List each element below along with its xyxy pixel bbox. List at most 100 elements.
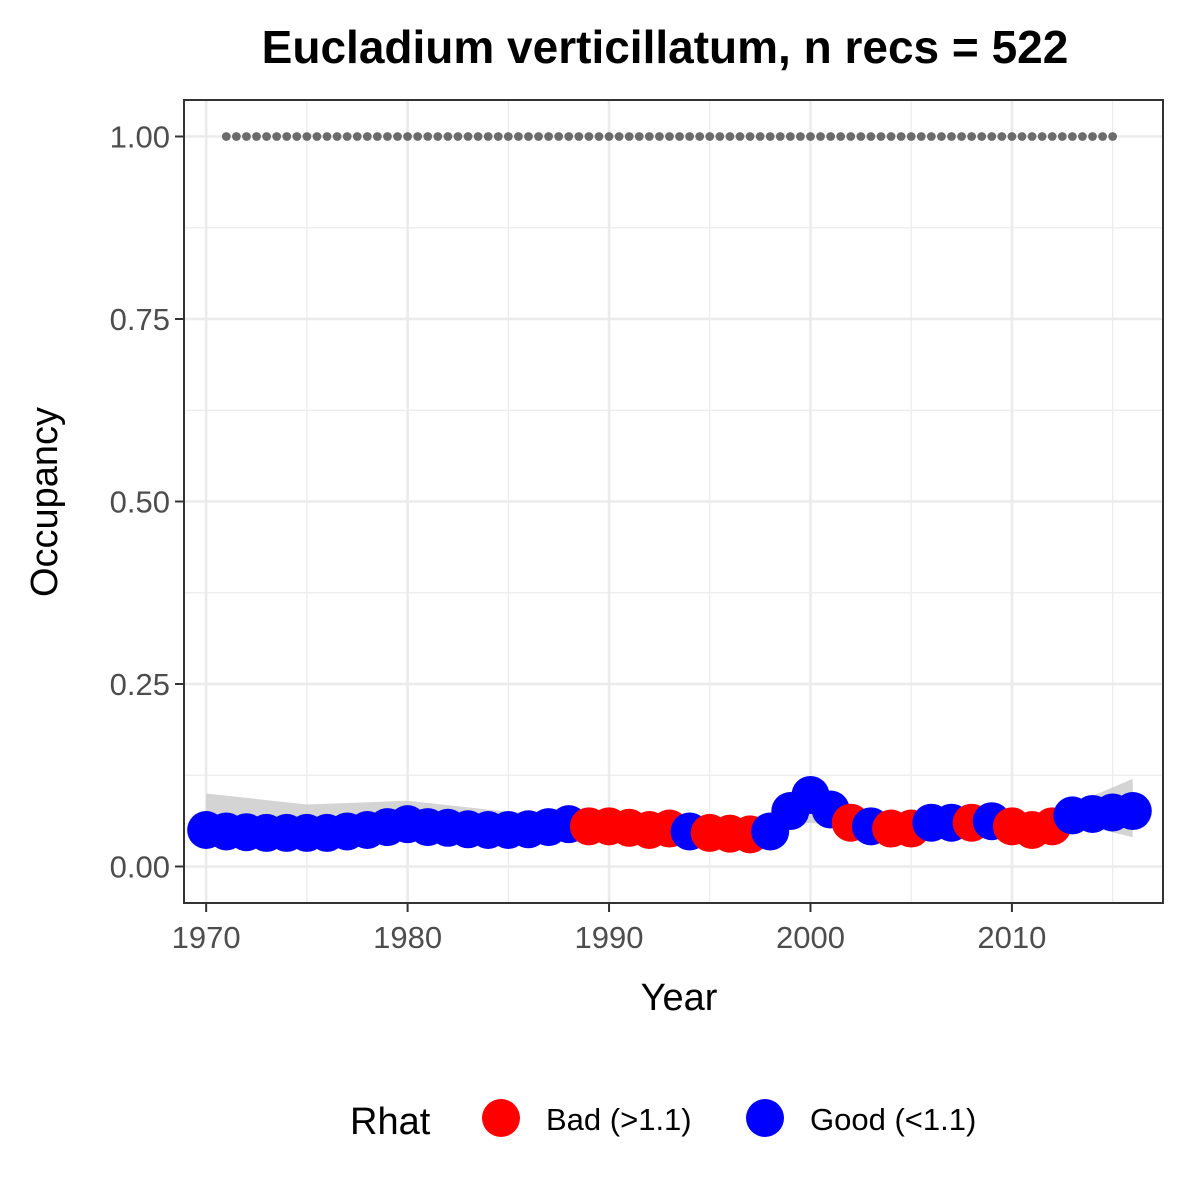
reference-dot [695, 132, 705, 141]
data-points [187, 775, 1152, 854]
reference-dot [1108, 132, 1118, 141]
reference-dot [272, 132, 282, 141]
reference-dot [735, 132, 745, 141]
y-tick-label: 1.00 [110, 120, 170, 155]
data-point-good [1113, 792, 1152, 831]
chart-title: Eucladium verticillatum, n recs = 522 [262, 21, 1069, 73]
reference-line [221, 132, 1118, 141]
reference-dot [856, 132, 866, 141]
x-tick-label: 1970 [172, 920, 241, 955]
reference-dot [836, 132, 846, 141]
reference-dot [816, 132, 825, 141]
x-axis-title: Year [641, 977, 718, 1019]
reference-dot [554, 132, 564, 141]
reference-dot [413, 132, 423, 141]
reference-dot [544, 132, 554, 141]
reference-dot [977, 132, 987, 141]
reference-dot [796, 132, 805, 141]
x-tick-label: 1980 [373, 920, 442, 955]
reference-dot [312, 132, 322, 141]
reference-dot [493, 132, 503, 141]
reference-dot [383, 132, 392, 141]
reference-dot [594, 132, 604, 141]
reference-dot [231, 132, 241, 141]
reference-dot [987, 132, 997, 141]
grid-lines [184, 100, 1163, 903]
reference-dot [1098, 132, 1107, 141]
reference-dot [352, 132, 362, 141]
y-axis-title: Occupancy [24, 407, 66, 597]
reference-dot [433, 132, 443, 141]
reference-dot [634, 132, 644, 141]
reference-dot [393, 132, 402, 141]
reference-dot [705, 132, 715, 141]
reference-dot [564, 132, 574, 141]
reference-dot [614, 132, 624, 141]
reference-dot [826, 132, 836, 141]
reference-dot [765, 132, 775, 141]
y-tick-label: 0.25 [110, 667, 170, 702]
y-tick-label: 0.50 [110, 485, 170, 520]
reference-dot [1088, 132, 1097, 141]
reference-dot [1017, 132, 1027, 141]
reference-dot [584, 132, 594, 141]
reference-dot [453, 132, 463, 141]
x-tick-label: 2000 [776, 920, 845, 955]
reference-dot [906, 132, 916, 141]
reference-dot [1027, 132, 1037, 141]
legend-key-bad [482, 1099, 520, 1137]
legend-key-good [746, 1099, 784, 1137]
reference-dot [967, 132, 977, 141]
x-tick-label: 1990 [575, 920, 644, 955]
reference-dot [675, 132, 684, 141]
reference-dot [483, 132, 493, 141]
reference-dot [755, 132, 765, 141]
reference-dot [654, 132, 664, 141]
reference-dot [624, 132, 634, 141]
reference-dot [685, 132, 695, 141]
legend: Rhat Bad (>1.1) Good (<1.1) [350, 1099, 976, 1143]
reference-dot [332, 132, 342, 141]
reference-dot [806, 132, 815, 141]
y-tick-label: 0.00 [110, 850, 170, 885]
reference-dot [665, 132, 674, 141]
reference-dot [322, 132, 332, 141]
x-tick-label: 2010 [977, 920, 1046, 955]
reference-dot [1037, 132, 1047, 141]
reference-dot [916, 132, 926, 141]
reference-dot [292, 132, 302, 141]
reference-dot [876, 132, 886, 141]
y-tick-label: 0.75 [110, 302, 170, 337]
reference-dot [785, 132, 795, 141]
reference-dot [503, 132, 513, 141]
reference-dot [242, 132, 251, 141]
reference-dot [473, 132, 483, 141]
legend-title: Rhat [350, 1101, 431, 1143]
reference-dot [262, 132, 271, 141]
reference-dot [302, 132, 312, 141]
reference-dot [866, 132, 876, 141]
reference-dot [463, 132, 473, 141]
reference-dot [937, 132, 946, 141]
reference-dot [513, 132, 523, 141]
reference-dot [775, 132, 785, 141]
reference-dot [1067, 132, 1077, 141]
legend-label-good: Good (<1.1) [810, 1102, 976, 1137]
reference-dot [957, 132, 966, 141]
reference-dot [403, 132, 412, 141]
reference-dot [574, 132, 584, 141]
reference-dot [221, 132, 231, 141]
reference-dot [926, 132, 936, 141]
reference-dot [725, 132, 735, 141]
reference-dot [342, 132, 352, 141]
reference-dot [282, 132, 292, 141]
reference-dot [846, 132, 856, 141]
reference-dot [715, 132, 725, 141]
reference-dot [947, 132, 956, 141]
reference-dot [1047, 132, 1057, 141]
reference-dot [252, 132, 261, 141]
reference-dot [362, 132, 372, 141]
legend-label-bad: Bad (>1.1) [546, 1102, 692, 1137]
reference-dot [372, 132, 382, 141]
reference-dot [1057, 132, 1067, 141]
